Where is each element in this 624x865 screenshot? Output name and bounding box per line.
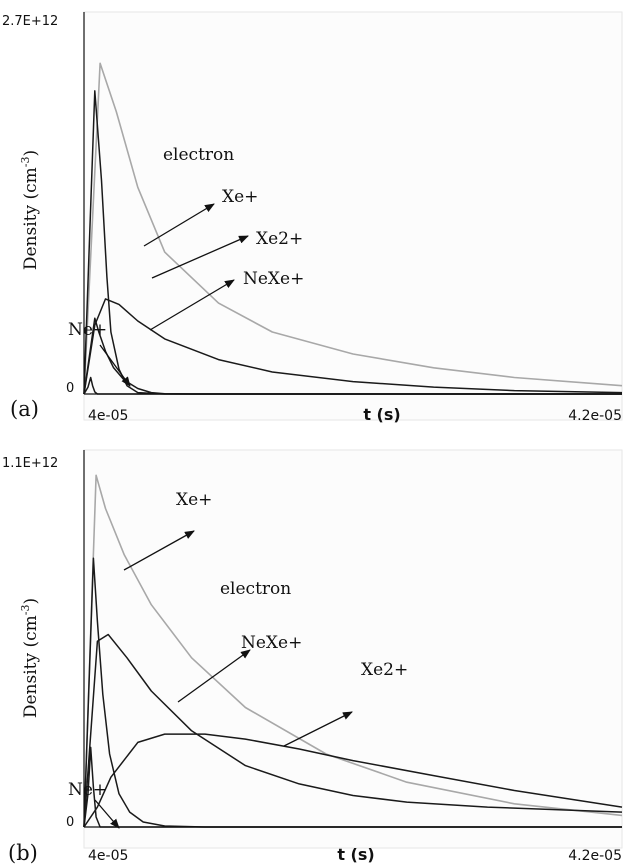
y-axis-label-text: Density (cm xyxy=(21,167,41,270)
y-tick-label-zero: 0 xyxy=(66,381,74,396)
y-tick-label-zero: 0 xyxy=(66,815,74,830)
annotation-label-xe2plus: Xe2+ xyxy=(361,660,408,680)
annotation-label-neplus: Ne+ xyxy=(68,320,107,340)
annotation-arrow-xe2plus xyxy=(151,235,249,279)
plot-area xyxy=(83,11,623,421)
y-axis-label-close: ) xyxy=(21,150,41,157)
chart-panel-a: 2.7E+12 0 4e-05 4.2e-05 t (s) (a) Density (cm-… xyxy=(2,11,623,424)
annotation-arrow-xe2plus xyxy=(283,711,353,747)
x-tick-label-start: 4e-05 xyxy=(88,408,128,424)
panel-label: (a) xyxy=(10,397,39,421)
y-axis-label-exponent: -3 xyxy=(19,605,32,616)
series-line-xe2plus xyxy=(83,733,623,828)
y-axis-label: Density (cm-3) xyxy=(19,150,41,270)
chart-panel-b: 1.1E+12 0 4e-05 4.2e-05 t (s) (b) Density (cm-… xyxy=(2,449,623,865)
series-line-nexeplus xyxy=(83,633,623,828)
y-axis-label-text: Density (cm xyxy=(21,615,41,718)
y-tick-label-max: 2.7E+12 xyxy=(2,14,58,29)
series-line-electron xyxy=(83,474,623,828)
annotation-arrow-neplus xyxy=(94,799,120,829)
x-tick-label-start: 4e-05 xyxy=(88,848,128,864)
series-line-electron xyxy=(83,62,623,395)
annotation-label-electron: electron xyxy=(163,145,234,165)
panel-label: (b) xyxy=(8,841,38,865)
annotation-label-xeplus: Xe+ xyxy=(176,490,212,510)
y-axis-label-close: ) xyxy=(21,598,41,605)
annotation-arrow-nexeplus xyxy=(149,279,235,331)
x-tick-label-end: 4.2e-05 xyxy=(568,848,622,864)
annotation-label-nexeplus: NeXe+ xyxy=(243,269,304,289)
annotation-label-neplus: Ne+ xyxy=(68,780,107,800)
annotation-arrow-nexeplus xyxy=(177,649,251,703)
x-axis-label: t (s) xyxy=(337,845,374,864)
annotation-arrow-xeplus xyxy=(143,203,215,247)
annotation-label-xe2plus: Xe2+ xyxy=(256,229,303,249)
plot-area xyxy=(83,449,623,849)
annotation-arrow-neplus xyxy=(99,344,131,387)
x-axis-label: t (s) xyxy=(363,405,400,424)
y-axis-label: Density (cm-3) xyxy=(19,598,41,718)
series-line-xe2plus xyxy=(83,298,623,395)
annotation-arrow-xeplus xyxy=(123,530,195,571)
annotation-label-nexeplus: NeXe+ xyxy=(241,633,302,653)
y-axis-label-exponent: -3 xyxy=(19,157,32,168)
x-tick-label-end: 4.2e-05 xyxy=(568,408,622,424)
y-tick-label-max: 1.1E+12 xyxy=(2,456,58,471)
annotation-label-xeplus: Xe+ xyxy=(222,187,258,207)
annotation-label-electron: electron xyxy=(220,579,291,599)
